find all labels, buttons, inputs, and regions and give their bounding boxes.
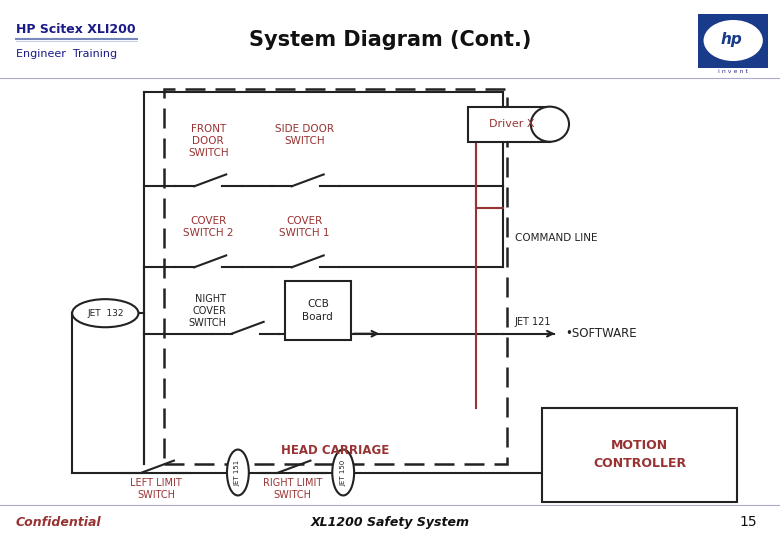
Text: CCB
Board: CCB Board — [303, 299, 333, 322]
Text: i n v e n t: i n v e n t — [718, 69, 748, 74]
Bar — [698, 14, 768, 68]
Text: HEAD CARRIAGE: HEAD CARRIAGE — [282, 444, 389, 457]
Bar — [468, 107, 550, 141]
Text: Engineer  Training: Engineer Training — [16, 49, 117, 59]
Text: JET  132: JET 132 — [87, 309, 123, 318]
Text: SIDE DOOR
SWITCH: SIDE DOOR SWITCH — [275, 124, 334, 146]
Bar — [164, 89, 507, 464]
Bar — [285, 281, 351, 340]
Text: LEFT LIMIT
SWITCH: LEFT LIMIT SWITCH — [130, 478, 182, 500]
Text: NIGHT
COVER
SWITCH: NIGHT COVER SWITCH — [188, 294, 226, 328]
Text: 15: 15 — [739, 515, 757, 529]
Ellipse shape — [531, 106, 569, 141]
Text: COVER
SWITCH 1: COVER SWITCH 1 — [279, 216, 329, 238]
Text: JET 151: JET 151 — [235, 460, 241, 485]
Text: MOTION
CONTROLLER: MOTION CONTROLLER — [593, 440, 686, 470]
Text: COMMAND LINE: COMMAND LINE — [515, 233, 597, 242]
Ellipse shape — [227, 449, 249, 496]
Text: COVER
SWITCH 2: COVER SWITCH 2 — [183, 216, 233, 238]
Text: System Diagram (Cont.): System Diagram (Cont.) — [249, 30, 531, 50]
Text: Confidential: Confidential — [16, 516, 101, 529]
Ellipse shape — [332, 449, 354, 496]
Text: JET 121: JET 121 — [514, 317, 551, 327]
Text: Driver X: Driver X — [489, 119, 534, 129]
Text: hp: hp — [721, 32, 743, 48]
Text: •SOFTWARE: •SOFTWARE — [566, 327, 637, 340]
Ellipse shape — [73, 299, 139, 327]
Text: HP Scitex XLI200: HP Scitex XLI200 — [16, 23, 135, 36]
Text: XL1200 Safety System: XL1200 Safety System — [310, 516, 470, 529]
Bar — [542, 408, 737, 502]
Text: FRONT
DOOR
SWITCH: FRONT DOOR SWITCH — [188, 124, 229, 158]
Circle shape — [704, 20, 763, 61]
Text: JET 150: JET 150 — [340, 460, 346, 485]
Text: RIGHT LIMIT
SWITCH: RIGHT LIMIT SWITCH — [263, 478, 322, 500]
